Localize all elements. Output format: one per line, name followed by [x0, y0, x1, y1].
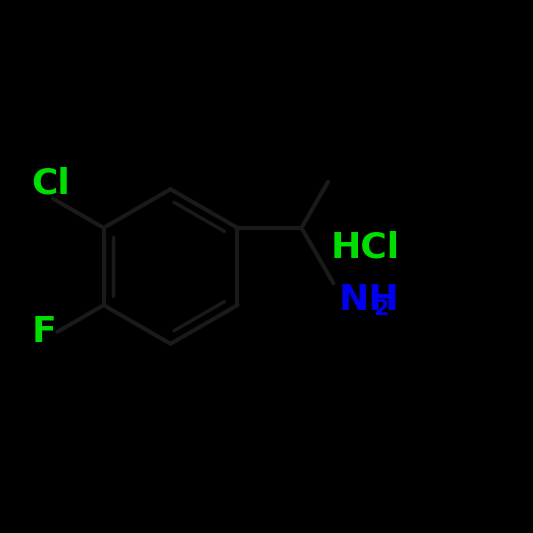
Text: Cl: Cl [31, 167, 70, 200]
Text: 2: 2 [374, 299, 389, 319]
Text: NH: NH [339, 284, 400, 317]
Text: F: F [32, 315, 56, 349]
Text: HCl: HCl [330, 231, 400, 265]
